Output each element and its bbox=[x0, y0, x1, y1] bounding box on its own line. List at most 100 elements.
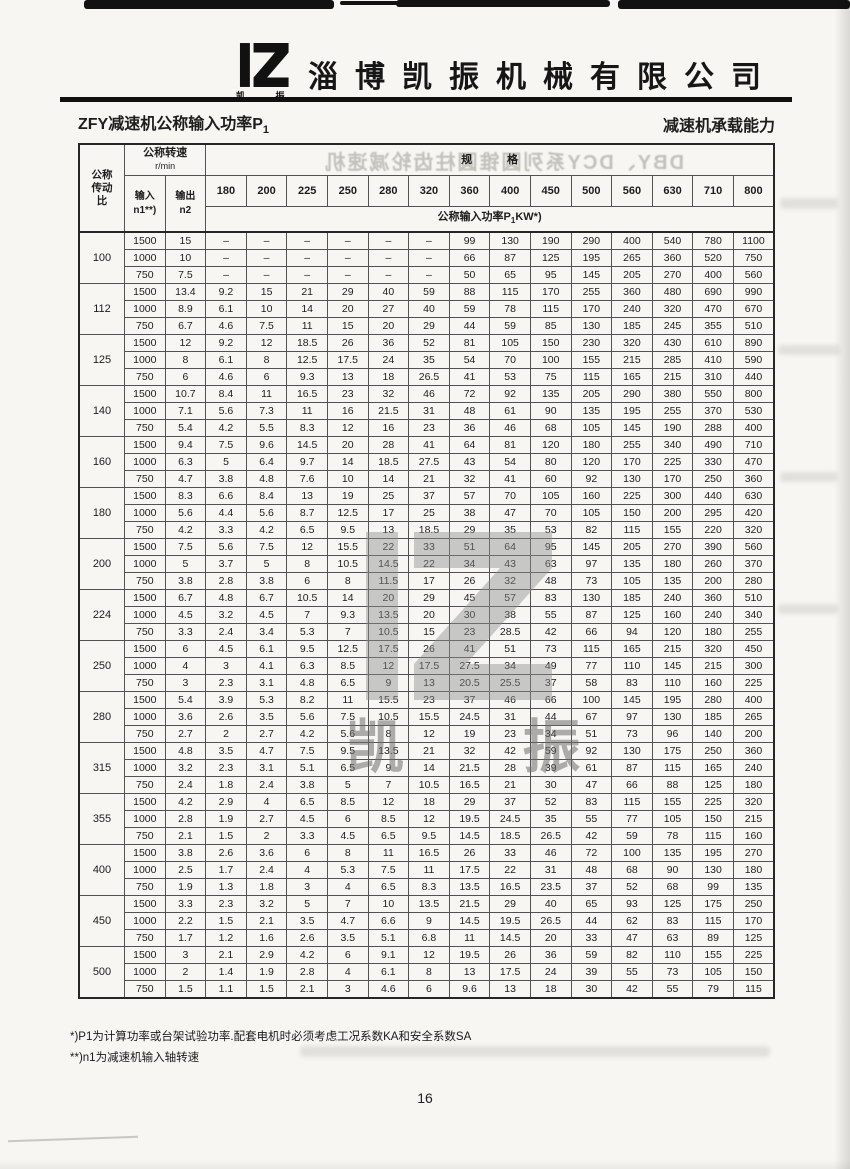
power-value-cell: 8.4 bbox=[245, 487, 288, 506]
power-value-cell: 125 bbox=[692, 776, 734, 795]
power-value-cell: 380 bbox=[651, 385, 694, 404]
power-value-cell: 41 bbox=[448, 640, 491, 659]
power-value-cell: 29 bbox=[326, 283, 369, 302]
table-row: 450 1500 3.3 2.3 3.2 5 7 10 13.5 21.5 29 40 65 93 125 1… bbox=[78, 895, 775, 948]
power-value-cell: 290 bbox=[611, 385, 653, 404]
power-value-cell: 145 bbox=[611, 691, 653, 710]
power-value-cell: 94 bbox=[611, 623, 653, 642]
power-value-cell: 99 bbox=[448, 231, 491, 251]
power-value-cell: 13 bbox=[408, 674, 450, 693]
ratio-cell: 200 bbox=[78, 538, 125, 591]
power-value-cell: 7.5 bbox=[245, 538, 288, 557]
table-row: 250 1500 6 4.5 6.1 9.5 12.5 17.5 26 41 51 73 115 165 2… bbox=[78, 640, 775, 693]
power-value-cell: 20 bbox=[326, 300, 369, 319]
power-value-cell: 1.5 bbox=[245, 980, 288, 999]
power-value-cell: 6.1 bbox=[367, 963, 410, 982]
power-value-cell: 5.6 bbox=[205, 402, 247, 421]
power-value-cell: 300 bbox=[651, 487, 694, 506]
input-speed-cell: 1000 bbox=[124, 912, 166, 931]
power-value-cell: 19.5 bbox=[489, 912, 531, 931]
power-value-cell: 215 bbox=[692, 657, 734, 676]
power-value-cell: 40 bbox=[408, 300, 450, 319]
power-value-cell: 410 bbox=[692, 351, 734, 370]
power-value-cell: 750 bbox=[732, 249, 775, 268]
power-value-cell: 240 bbox=[611, 300, 653, 319]
power-value-cell: 195 bbox=[651, 691, 694, 710]
power-value-cell: 32 bbox=[489, 572, 531, 591]
table-row: 1000 10– – – – – –66 87 125 195 265 360 520 750 bbox=[79, 249, 775, 268]
power-value-cell: – bbox=[367, 266, 410, 285]
power-value-cell: 11 bbox=[448, 929, 491, 948]
power-value-cell: 32 bbox=[367, 385, 410, 404]
power-value-cell: 92 bbox=[570, 742, 613, 761]
power-value-cell: 215 bbox=[611, 351, 653, 370]
page-edge-shadow bbox=[834, 0, 850, 1169]
output-speed-cell: 10.7 bbox=[164, 385, 207, 404]
power-value-cell: 26 bbox=[448, 844, 491, 863]
power-value-cell: 205 bbox=[611, 538, 653, 557]
power-value-cell: 355 bbox=[692, 317, 734, 336]
power-value-cell: 170 bbox=[732, 912, 775, 931]
power-value-cell: 890 bbox=[732, 334, 775, 353]
power-value-cell: 390 bbox=[692, 538, 734, 557]
power-value-cell: 6.6 bbox=[205, 487, 247, 506]
power-value-cell: 1100 bbox=[732, 231, 775, 251]
power-value-cell: 180 bbox=[651, 555, 694, 574]
power-value-cell: 32 bbox=[448, 470, 491, 489]
spec-column-header: 200 bbox=[245, 175, 288, 207]
power-value-cell: 10 bbox=[245, 300, 288, 319]
power-value-cell: 47 bbox=[570, 776, 613, 795]
power-value-cell: 20 bbox=[529, 929, 572, 948]
power-value-cell: 1.9 bbox=[205, 810, 247, 829]
table-row: 355 1500 4.2 2.9 4 6.5 8.5 12 18 29 37 52 83 115 155 22… bbox=[78, 793, 775, 846]
power-value-cell: 2.1 bbox=[286, 980, 328, 999]
table-row: 1000 8.9 6.1 10 14 20 27 40 59 78 115 170 240 320 470 6… bbox=[79, 300, 775, 319]
scan-artifact bbox=[396, 0, 610, 7]
power-value-cell: 10.5 bbox=[367, 708, 410, 727]
power-value-cell: 490 bbox=[692, 436, 734, 455]
power-value-cell: 20 bbox=[408, 606, 450, 625]
power-value-cell: 79 bbox=[692, 980, 734, 999]
power-value-cell: 19 bbox=[448, 725, 491, 744]
power-value-cell: 87 bbox=[489, 249, 531, 268]
output-speed-cell: 5.6 bbox=[164, 504, 207, 523]
power-value-cell: 120 bbox=[529, 436, 572, 455]
power-value-cell: 43 bbox=[448, 453, 491, 472]
power-value-cell: 110 bbox=[651, 674, 694, 693]
power-value-cell: 22 bbox=[408, 555, 450, 574]
power-value-cell: 90 bbox=[529, 402, 572, 421]
input-speed-cell: 750 bbox=[124, 725, 166, 744]
power-value-cell: 240 bbox=[692, 606, 734, 625]
power-value-cell: 16 bbox=[326, 402, 369, 421]
power-value-cell: 540 bbox=[651, 231, 694, 251]
power-value-cell: 37 bbox=[529, 674, 572, 693]
power-value-cell: 265 bbox=[611, 249, 653, 268]
power-value-cell: 125 bbox=[611, 606, 653, 625]
power-value-cell: 15.5 bbox=[367, 691, 410, 710]
power-value-cell: 135 bbox=[529, 385, 572, 404]
power-value-cell: 195 bbox=[611, 402, 653, 421]
power-value-cell: 40 bbox=[367, 283, 410, 302]
power-value-cell: 38 bbox=[489, 606, 531, 625]
table-row: 125 1500 12 9.2 12 18.5 26 36 52 81 105 150 230 320 43… bbox=[78, 334, 775, 387]
power-value-cell: 16 bbox=[367, 419, 410, 438]
power-value-cell: 155 bbox=[651, 793, 694, 812]
power-value-cell: 400 bbox=[611, 231, 653, 251]
power-value-cell: 28.5 bbox=[489, 623, 531, 642]
company-name: 淄博凯振机械有限公司 bbox=[308, 61, 778, 94]
ratio-column-header: 公称 传动 比 bbox=[78, 143, 125, 233]
power-value-cell: 430 bbox=[651, 334, 694, 353]
power-value-cell: 3.5 bbox=[245, 708, 288, 727]
power-value-cell: 220 bbox=[692, 521, 734, 540]
power-value-cell: 510 bbox=[732, 317, 775, 336]
power-value-cell: 160 bbox=[732, 827, 775, 846]
power-value-cell: 360 bbox=[692, 589, 734, 608]
power-value-cell: 78 bbox=[651, 827, 694, 846]
power-value-cell: 8.5 bbox=[326, 657, 369, 676]
power-value-cell: 3.8 bbox=[205, 470, 247, 489]
power-value-cell: 4 bbox=[245, 793, 288, 812]
table-row: 1000 5 3.7 5 8 10.5 14.5 22 34 43 63 97 135 180 260 370 bbox=[79, 555, 775, 574]
power-value-cell: 2.3 bbox=[205, 895, 247, 914]
power-value-cell: 255 bbox=[570, 283, 613, 302]
power-value-cell: 18.5 bbox=[286, 334, 328, 353]
